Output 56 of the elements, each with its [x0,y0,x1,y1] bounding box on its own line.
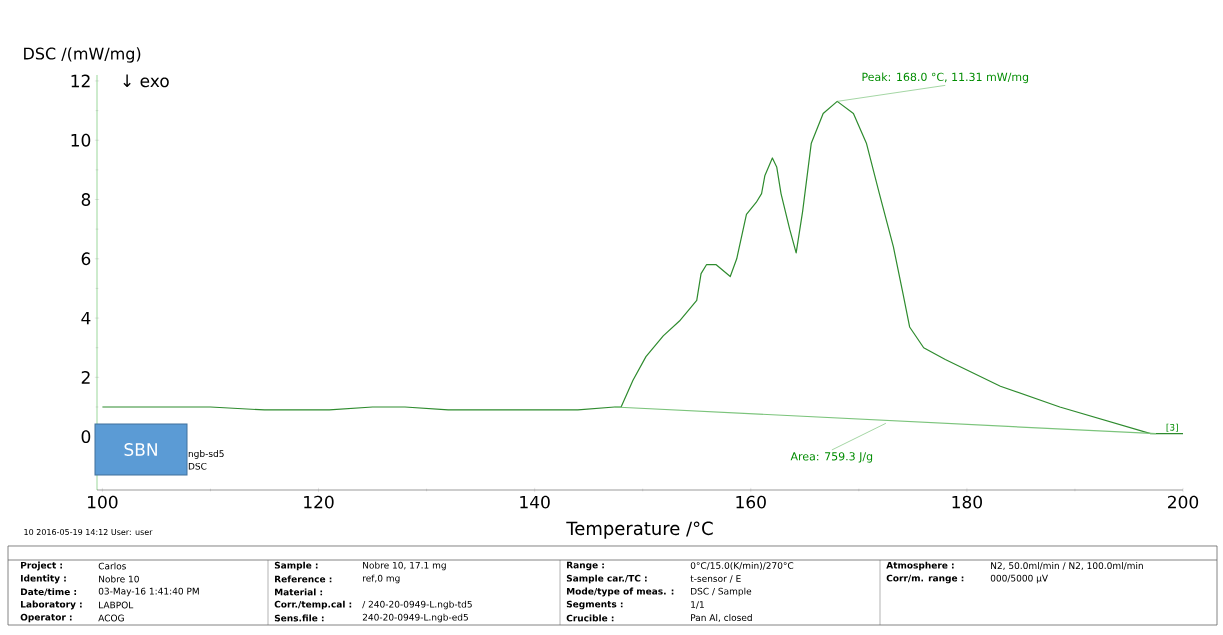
text: Corr./temp.cal : [274,600,352,610]
text: Sample car./TC : [566,574,647,584]
text: Pan Al, closed [691,614,752,622]
text: Sens.file : [274,614,324,622]
text: ACOG [98,614,124,622]
annotation: Peak: 168.0 °C, 11.31 mW/mg [862,72,1029,84]
y-tick-label: 6 [81,252,91,266]
text: / 240-20-0949-L.ngb-td5 [362,600,472,610]
text: Material : [275,588,323,596]
y-tick-label: 4 [81,311,91,325]
annotation: DSC [188,462,207,470]
text: Identity : [21,574,66,584]
text: 240-20-0949-L.ngb-ed5 [362,613,468,623]
x-tick-label: 100 [88,495,118,509]
y-axis-title: DSC /(mW/mg) [24,47,141,63]
annotation: ngb-sd5 [188,450,224,459]
y-tick-label: 12 [71,74,90,88]
x-tick-label: 160 [736,495,766,509]
text: Sample : [274,561,318,571]
annotation: SBN [124,443,157,456]
text: 10 2016-05-19 14:12 User: user [24,528,153,536]
x-tick-label: 120 [304,495,334,509]
text: ref,0 mg [363,574,400,584]
text: t-sensor / E [690,575,741,583]
x-tick-label: 180 [952,495,982,509]
text: Range : [567,561,604,571]
annotation: ↓ exo [123,74,169,88]
y-tick-label: 10 [71,133,91,147]
annotation: Area: 759.3 J/g [790,452,873,463]
text: Laboratory : [21,600,82,610]
text: N2, 50.0ml/min / N2, 100.0ml/min [991,562,1143,570]
text: Reference : [275,575,332,583]
text: Date/time : [21,588,77,596]
text: Atmosphere : [886,561,954,571]
y-tick-label: 0 [81,430,91,444]
text: Crucible : [566,614,614,622]
text: Nobre 10 [99,575,139,583]
text: Corr/m. range : [886,574,964,584]
text: Nobre 10, 17.1 mg [363,561,446,571]
text: LABPOL [99,601,134,609]
text: DSC / Sample [691,587,752,597]
text: Carlos [98,562,126,570]
text: 03-May-16 1:41:40 PM [98,587,199,597]
x-tick-label: 140 [520,495,550,509]
y-tick-label: 2 [81,371,90,384]
annotation: [3] [1166,423,1178,432]
text: 0°C/15.0(K/min)/270°C [690,561,794,571]
text: 1/1 [691,601,704,609]
text: Segments : [566,600,623,610]
x-tick-label: 200 [1168,495,1199,509]
x-axis-title: Temperature /°C [566,521,713,539]
text: 000/5000 µV [990,574,1048,584]
y-tick-label: 8 [81,193,91,206]
text: Mode/type of meas. : [567,587,674,597]
text: Project : [21,561,62,571]
text: Operator : [20,613,72,623]
